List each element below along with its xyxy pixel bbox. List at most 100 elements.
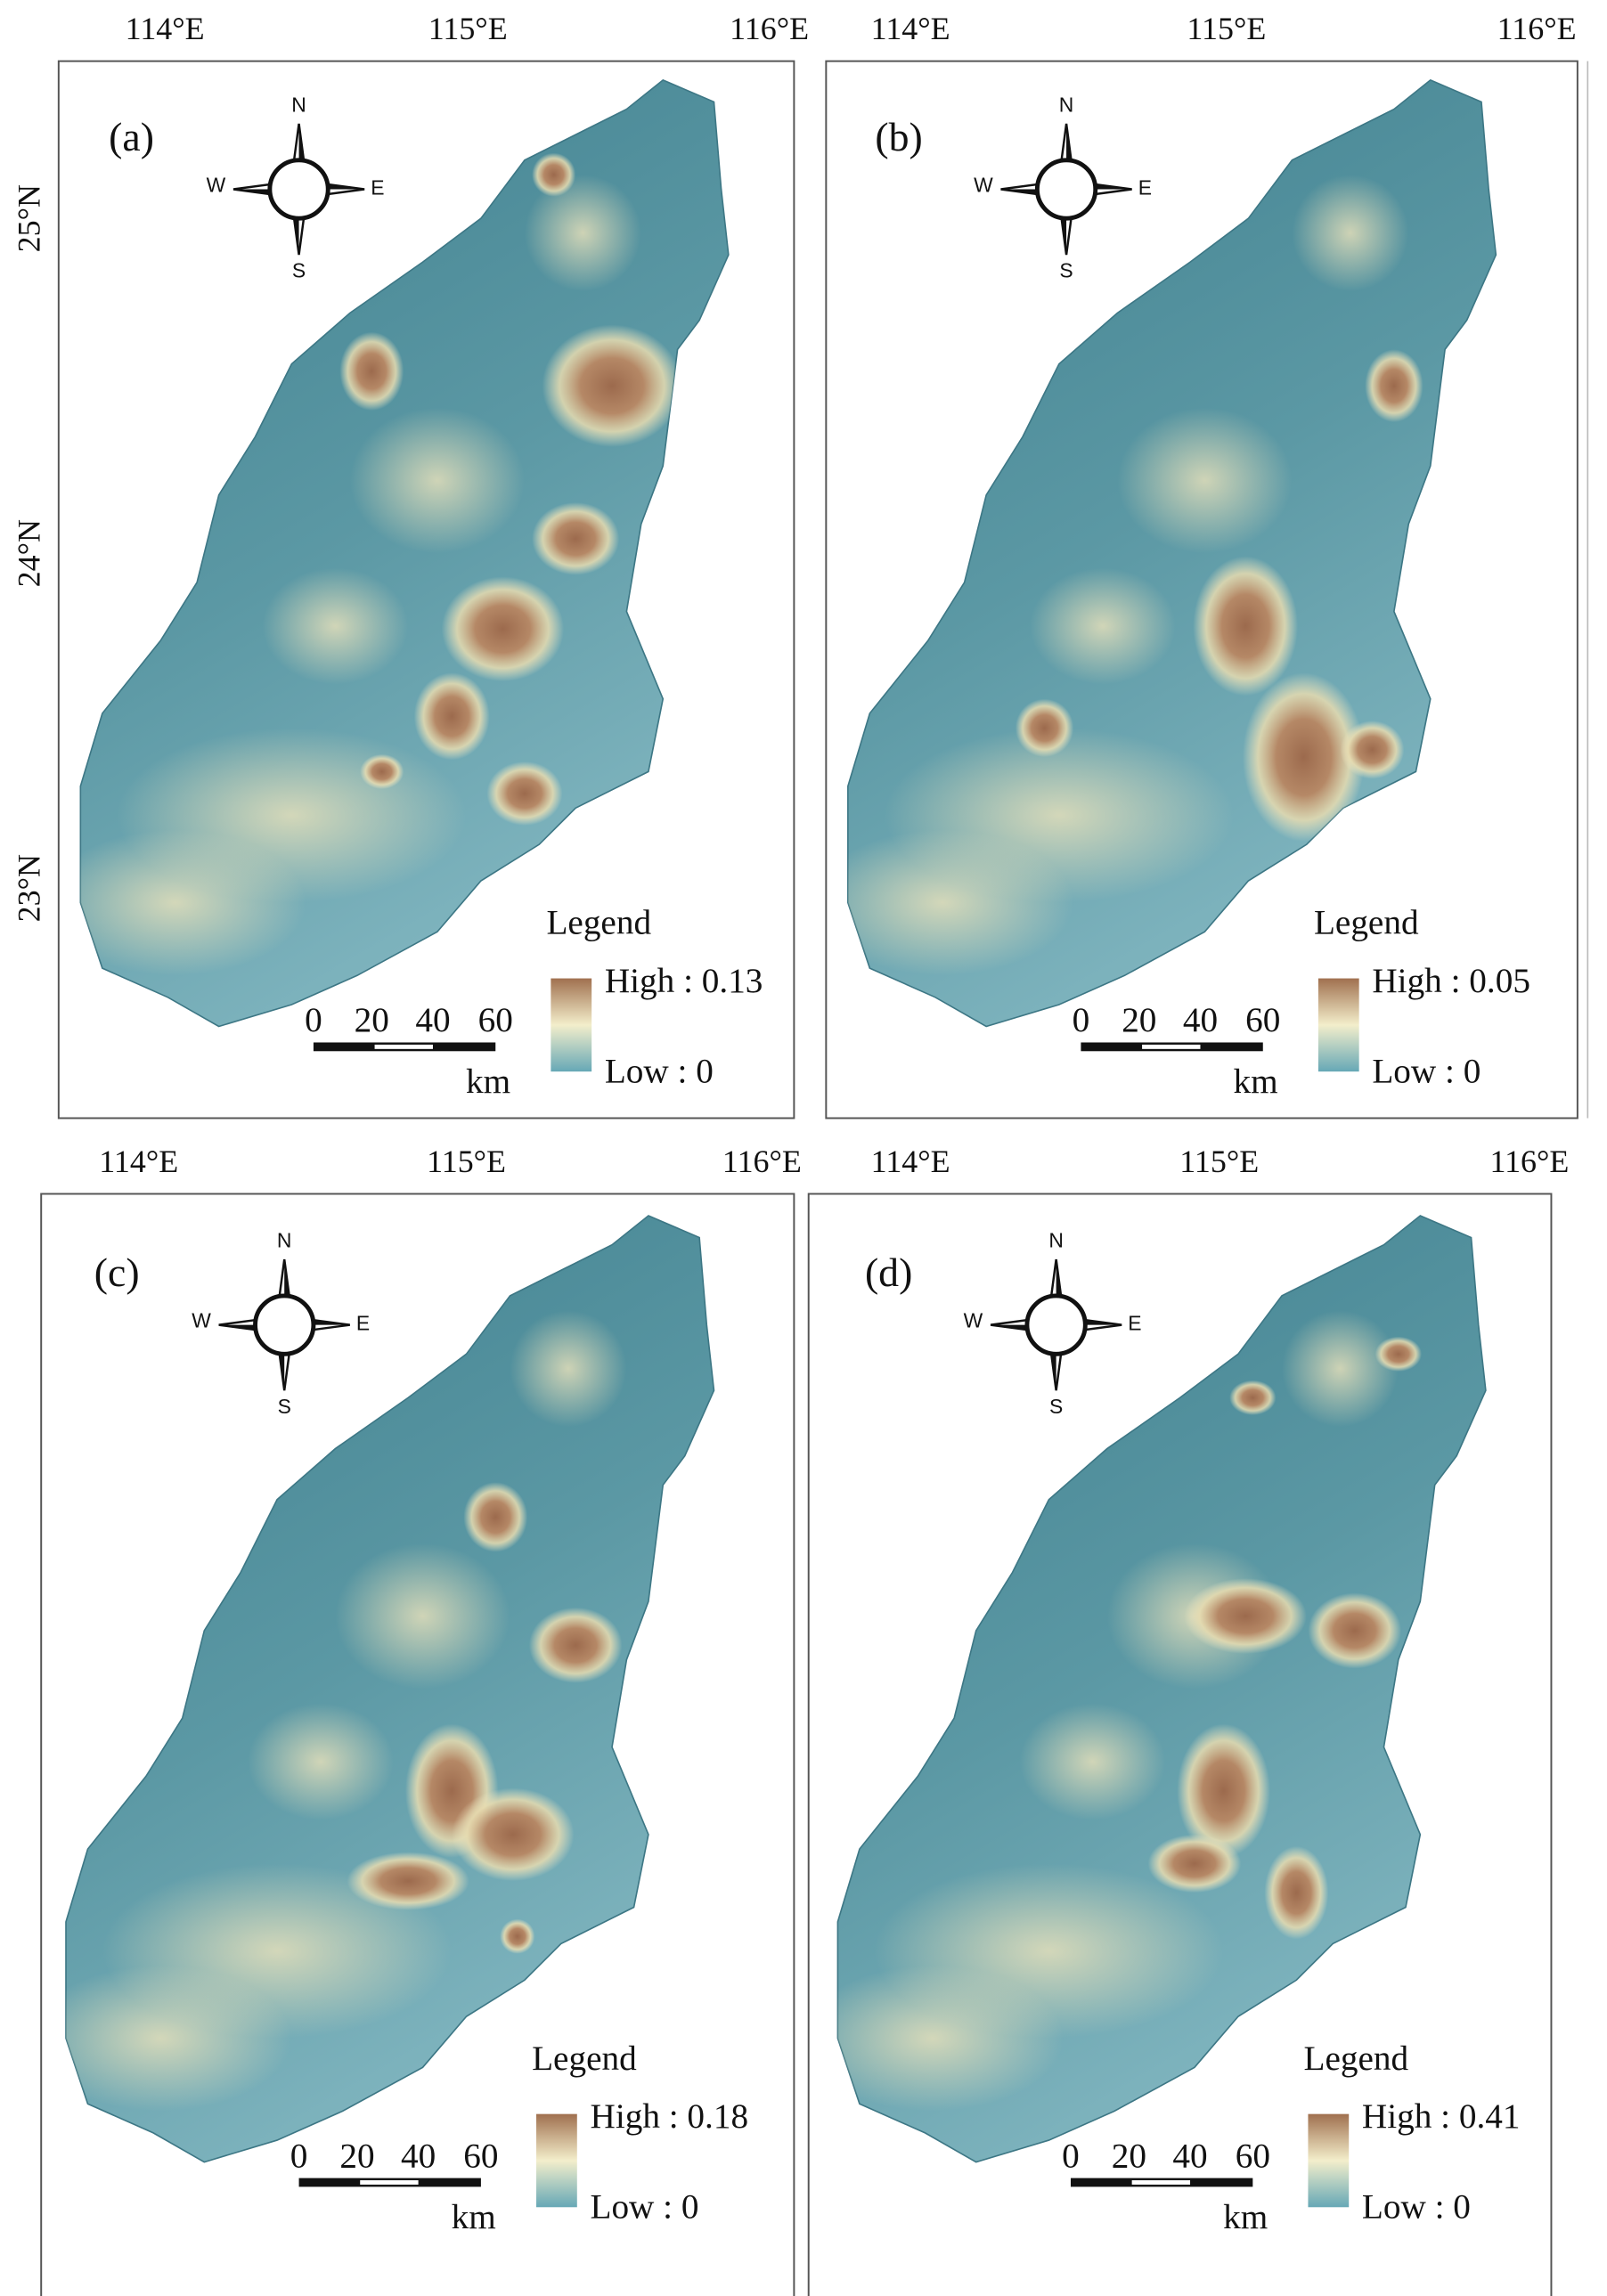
hotspot [1193, 556, 1298, 696]
mid-zone [262, 567, 409, 685]
compass-letter: S [278, 1395, 291, 1418]
legend-ramp [551, 978, 592, 1072]
legend-ramp [1308, 2113, 1350, 2208]
mid-zone [248, 1703, 394, 1820]
legend-high: High : 0.18 [591, 2097, 749, 2136]
scale-label: 0 [290, 2137, 308, 2175]
longitude-label: 116°E [730, 11, 809, 46]
mid-zone [1282, 1310, 1399, 1428]
value-surface [837, 1310, 1422, 2112]
scale-label: 40 [415, 1001, 450, 1039]
compass-letter: N [277, 1228, 292, 1251]
mid-zone [510, 1310, 627, 1428]
scale-label: 40 [401, 2137, 436, 2175]
hotspot [1242, 672, 1366, 842]
legend-title: Legend [1314, 904, 1419, 942]
mid-zone [335, 1543, 510, 1689]
legend-title: Legend [532, 2040, 637, 2078]
compass-letter: S [292, 259, 306, 282]
value-surface [80, 152, 682, 976]
mid-zone [80, 829, 306, 976]
hotspot [532, 501, 620, 575]
scale-unit: km [466, 1063, 510, 1101]
longitude-label: 114°E [126, 11, 205, 46]
compass-letter: W [192, 1308, 211, 1331]
legend-high: High : 0.13 [605, 962, 763, 1000]
longitude-label: 115°E [1187, 11, 1266, 46]
hotspot [347, 1852, 469, 1910]
legend-title: Legend [1304, 2040, 1409, 2078]
hotspot [1177, 1723, 1270, 1858]
map-panel: 114°E 115°E 116°E (b) N S W E Legend High : 0.05 L… [825, 11, 1578, 1120]
hotspot [542, 324, 682, 447]
panel-frame [40, 1193, 795, 2296]
mid-zone [1292, 175, 1409, 291]
scale-label: 60 [478, 1001, 513, 1039]
compass-shade [1000, 123, 1132, 256]
compass-ring [1034, 158, 1098, 221]
compass-letter: N [1059, 93, 1074, 116]
hotspot [528, 1607, 623, 1683]
panel-label: (d) [865, 1250, 912, 1295]
hotspot [500, 1918, 535, 1954]
compass-letter: N [291, 93, 306, 116]
hotspot [1147, 1834, 1242, 1893]
longitude-label: 114°E [99, 1144, 178, 1179]
scale-label: 40 [1183, 1001, 1218, 1039]
latitude-label: 24°N [12, 519, 47, 587]
scale-unit: km [1223, 2198, 1268, 2236]
scale-bar-gap [1131, 2180, 1191, 2185]
hotspot [1365, 349, 1423, 423]
scale-unit: km [452, 2198, 496, 2236]
compass-shade [991, 1259, 1122, 1391]
mid-zone [524, 175, 641, 291]
mid-zone [847, 829, 1074, 976]
scale-label: 60 [1245, 1001, 1280, 1039]
scale-unit: km [1234, 1063, 1278, 1101]
scale-label: 40 [1172, 2137, 1207, 2175]
scale-bar-gap [1142, 1044, 1201, 1049]
mid-zone [1019, 1703, 1166, 1820]
scale-label: 20 [1122, 1001, 1156, 1039]
panel-frame [807, 1193, 1553, 2296]
map-panel: 114°E 115°E 116°E 25°N 24°N 23°N (a) N S W E Legend… [12, 11, 809, 1120]
legend-high: High : 0.05 [1372, 962, 1530, 1000]
scale-label: 0 [1062, 2137, 1080, 2175]
legend-low: Low : 0 [1362, 2188, 1471, 2227]
scale-label: 60 [1236, 2137, 1270, 2175]
longitude-label: 114°E [871, 11, 950, 46]
mid-zone [837, 1965, 1064, 2112]
legend-low: Low : 0 [591, 2188, 699, 2227]
scale-label: 20 [1112, 2137, 1146, 2175]
hotspot [463, 1482, 528, 1552]
scale-bar-gap [374, 1044, 433, 1049]
legend-low: Low : 0 [605, 1052, 714, 1090]
legend-title: Legend [546, 904, 651, 942]
compass-shade [218, 1259, 350, 1391]
compass-letter: W [964, 1308, 983, 1331]
longitude-label: 115°E [1179, 1144, 1259, 1179]
panel-label: (c) [94, 1250, 140, 1295]
panel-label: (a) [109, 114, 154, 159]
legend-ramp [536, 2113, 577, 2208]
hotspot [532, 152, 576, 197]
longitude-label: 116°E [1489, 1144, 1569, 1179]
longitude-label: 116°E [722, 1144, 802, 1179]
compass-ring [253, 1293, 316, 1356]
hotspot [486, 761, 563, 826]
scale-label: 20 [355, 1001, 389, 1039]
mid-zone [1030, 567, 1176, 685]
compass-letter: W [974, 173, 993, 196]
compass-letter: S [1049, 1395, 1063, 1418]
scale-label: 20 [339, 2137, 374, 2175]
compass-letter: E [371, 176, 384, 199]
hotspot [1184, 1578, 1307, 1655]
compass-ring [267, 158, 330, 221]
map-panel: 114°E 115°E 116°E (d) N S W E Legend High : 0.41 L… [807, 1144, 1569, 2296]
panel-frame [57, 60, 795, 1120]
mid-zone [349, 407, 525, 554]
longitude-label: 115°E [428, 11, 508, 46]
hotspot [360, 753, 404, 790]
